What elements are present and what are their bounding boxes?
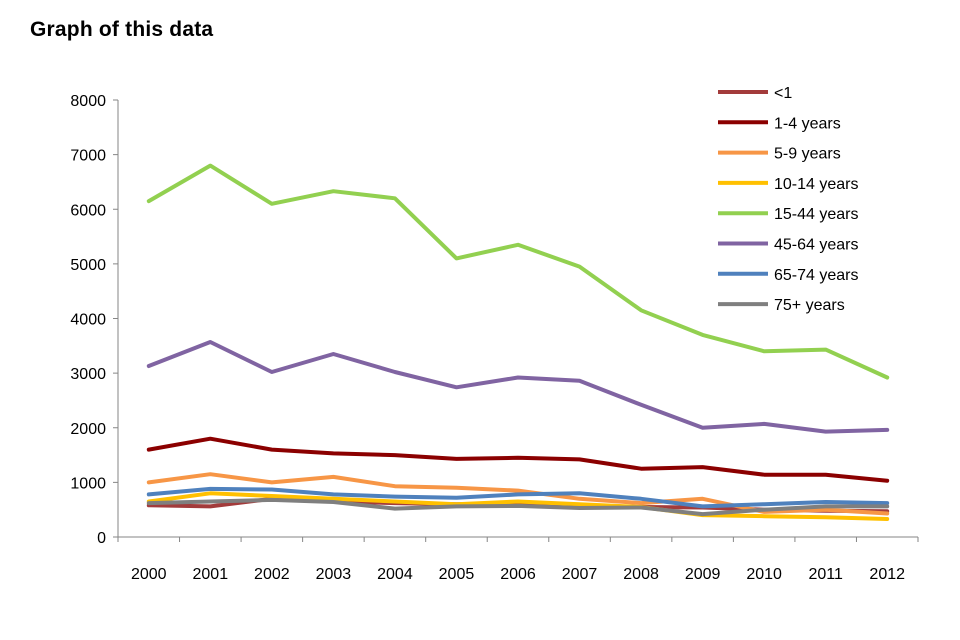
series-line-3 (146, 491, 890, 521)
x-tick-label: 2008 (623, 566, 659, 583)
x-tick-label: 2009 (685, 566, 721, 583)
y-tick-label: 4000 (70, 312, 106, 329)
legend-label: 1-4 years (774, 115, 841, 132)
x-tick-label: 2002 (254, 566, 290, 583)
series-line-5 (146, 340, 890, 434)
x-tick-label: 2012 (869, 566, 905, 583)
chart-legend: <1 1-4 years 5-9 years 10-14 years 15-44 yea… (718, 85, 859, 314)
series-line-2 (146, 472, 890, 516)
x-tick-label: 2004 (377, 566, 413, 583)
legend-label: 75+ years (774, 297, 845, 314)
x-tick-label: 2010 (746, 566, 782, 583)
x-tick-label: 2007 (562, 566, 598, 583)
chart-axes: 0 1000 2000 3000 4000 5000 6000 7000 8000 2000 200… (70, 93, 919, 583)
legend-label: 10-14 years (774, 176, 859, 193)
legend-label: 15-44 years (774, 206, 859, 223)
y-tick-label: 5000 (70, 257, 106, 274)
y-tick-label: 7000 (70, 148, 106, 165)
legend-label: 45-64 years (774, 237, 859, 254)
x-tick-label: 2003 (316, 566, 352, 583)
x-tick-label: 2011 (808, 566, 843, 583)
x-tick-label: 2005 (439, 566, 475, 583)
legend-label: 5-9 years (774, 146, 841, 163)
y-tick-label: 2000 (70, 421, 106, 438)
series-lines (146, 163, 890, 521)
x-tick-label: 2000 (131, 566, 167, 583)
legend-label: <1 (774, 85, 792, 102)
x-tick-label: 2006 (500, 566, 536, 583)
y-tick-label: 1000 (70, 475, 106, 492)
y-tick-label: 8000 (70, 93, 106, 110)
chart-title: Graph of this data (30, 18, 214, 41)
y-tick-label: 3000 (70, 366, 106, 383)
legend-label: 65-74 years (774, 267, 859, 284)
series-line-7 (146, 497, 890, 517)
series-line-4 (146, 163, 890, 380)
series-line-1 (146, 436, 890, 483)
y-tick-label: 6000 (70, 202, 106, 219)
series-line-6 (146, 486, 890, 509)
y-tick-label: 0 (97, 530, 106, 547)
x-tick-label: 2001 (193, 566, 229, 583)
